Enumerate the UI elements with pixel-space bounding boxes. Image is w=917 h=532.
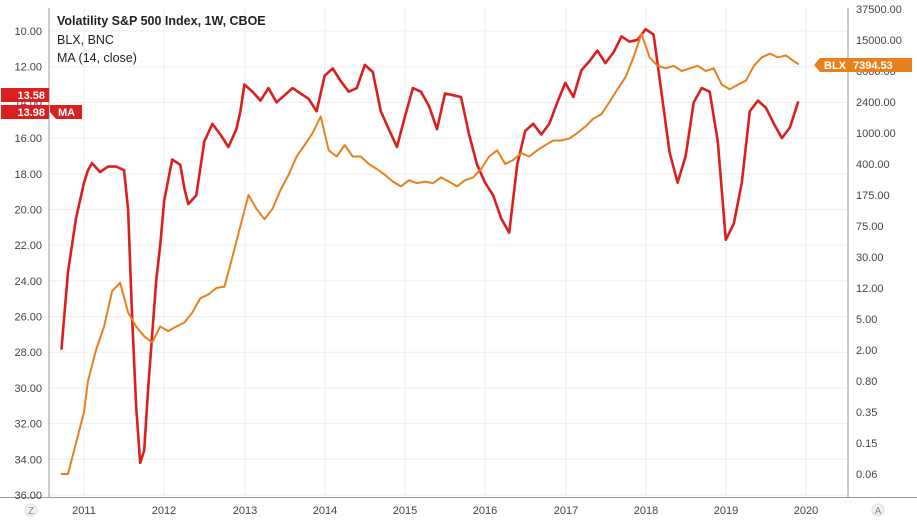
blx-series-tag-bg bbox=[814, 58, 848, 72]
left-tick-label: 30.00 bbox=[14, 383, 42, 395]
left-tick-label: 10.00 bbox=[14, 26, 42, 38]
zoom-reset-button[interactable] bbox=[24, 503, 38, 517]
left-tick-label: 18.00 bbox=[14, 169, 42, 181]
right-tick-label: 5.00 bbox=[856, 314, 877, 326]
x-tick-label: 2012 bbox=[152, 505, 176, 517]
legend: Volatility S&P 500 Index, 1W, CBOE BLX, … bbox=[57, 14, 266, 65]
left-tick-label: 24.00 bbox=[14, 276, 42, 288]
right-tick-label: 1000.00 bbox=[856, 128, 896, 140]
right-tick-label: 0.35 bbox=[856, 407, 877, 419]
right-tick-label: 400.00 bbox=[856, 159, 890, 171]
left-tick-label: 34.00 bbox=[14, 454, 42, 466]
x-tick-label: 2018 bbox=[634, 505, 658, 517]
left-tag-bottom-bg bbox=[1, 105, 49, 119]
right-tick-label: 2.00 bbox=[856, 345, 877, 357]
right-tick-label: 30.00 bbox=[856, 252, 884, 264]
left-tick-label: 26.00 bbox=[14, 312, 42, 324]
left-tick-label: 22.00 bbox=[14, 240, 42, 252]
series-line-blx bbox=[60, 32, 799, 475]
zoom-reset-label[interactable]: Z bbox=[28, 506, 34, 517]
right-tick-label: 0.15 bbox=[856, 438, 877, 450]
left-tag-top-bg bbox=[1, 88, 49, 102]
grid bbox=[49, 8, 848, 497]
ma-series-tag-label: MA bbox=[58, 107, 75, 119]
right-tick-label: 75.00 bbox=[856, 221, 884, 233]
left-price-tags: 13.58 13.98 MA bbox=[1, 88, 82, 119]
x-tick-label: 2020 bbox=[794, 505, 818, 517]
blx-value-tag: 7394.53 bbox=[853, 60, 893, 72]
blx-value-tag-bg bbox=[848, 58, 912, 72]
left-tag-bottom-value: 13.98 bbox=[17, 107, 45, 119]
left-tag-top-value: 13.58 bbox=[17, 90, 45, 102]
x-tick-label: 2011 bbox=[72, 505, 96, 517]
x-tick-label: 2017 bbox=[554, 505, 578, 517]
right-tick-label: 0.80 bbox=[856, 376, 877, 388]
x-tick-label: 2019 bbox=[714, 505, 738, 517]
left-tick-label: 20.00 bbox=[14, 204, 42, 216]
legend-ma: MA (14, close) bbox=[57, 51, 137, 65]
auto-scale-label[interactable]: A bbox=[875, 506, 882, 517]
right-tick-label: 0.06 bbox=[856, 469, 877, 481]
x-tick-label: 2014 bbox=[313, 505, 337, 517]
legend-title: Volatility S&P 500 Index, 1W, CBOE bbox=[57, 14, 266, 28]
blx-series-tag-label: BLX bbox=[824, 60, 847, 72]
time-axis[interactable]: 2011 2012 2013 2014 2015 2016 2017 2018 2019 2020 bbox=[72, 505, 818, 517]
right-tick-label: 37500.00 bbox=[856, 4, 902, 16]
corner-controls: Z A bbox=[24, 503, 885, 517]
x-tick-label: 2013 bbox=[233, 505, 257, 517]
left-tick-label: 36.00 bbox=[14, 490, 42, 502]
x-tick-label: 2015 bbox=[393, 505, 417, 517]
series-line-ma bbox=[60, 27, 800, 465]
auto-scale-button[interactable] bbox=[871, 503, 885, 517]
left-tick-label: 16.00 bbox=[14, 133, 42, 145]
left-tick-label: 28.00 bbox=[14, 347, 42, 359]
right-tick-label: 15000.00 bbox=[856, 35, 902, 47]
right-price-tags: BLX 7394.53 bbox=[814, 58, 912, 72]
left-tick-label: 12.00 bbox=[14, 62, 42, 74]
legend-blx: BLX, BNC bbox=[57, 33, 114, 47]
left-tick-label: 32.00 bbox=[14, 419, 42, 431]
right-tick-label: 175.00 bbox=[856, 190, 890, 202]
right-tick-label: 2400.00 bbox=[856, 97, 896, 109]
series-group bbox=[60, 27, 800, 475]
ma-series-tag-bg bbox=[50, 105, 82, 119]
x-tick-label: 2016 bbox=[473, 505, 497, 517]
right-tick-label: 12.00 bbox=[856, 283, 884, 295]
